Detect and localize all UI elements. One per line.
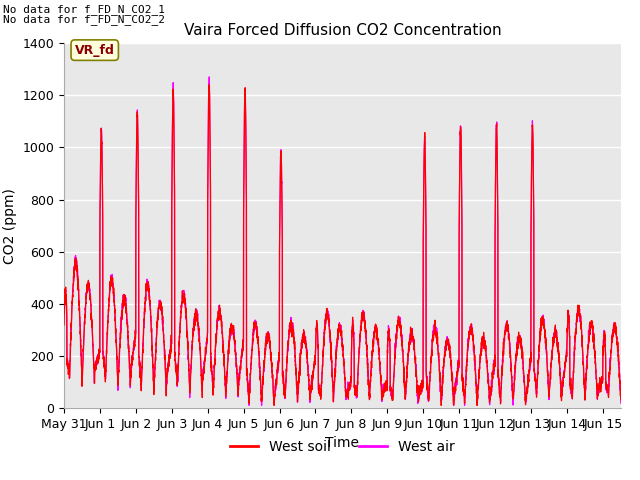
Title: Vaira Forced Diffusion CO2 Concentration: Vaira Forced Diffusion CO2 Concentration [184,23,501,38]
Text: VR_fd: VR_fd [75,44,115,57]
Legend: West soil, West air: West soil, West air [225,434,460,459]
Y-axis label: CO2 (ppm): CO2 (ppm) [3,188,17,264]
Text: No data for f_FD_N_CO2_2: No data for f_FD_N_CO2_2 [3,13,165,24]
X-axis label: Time: Time [325,436,360,450]
Text: No data for f_FD_N_CO2_1: No data for f_FD_N_CO2_1 [3,4,165,15]
